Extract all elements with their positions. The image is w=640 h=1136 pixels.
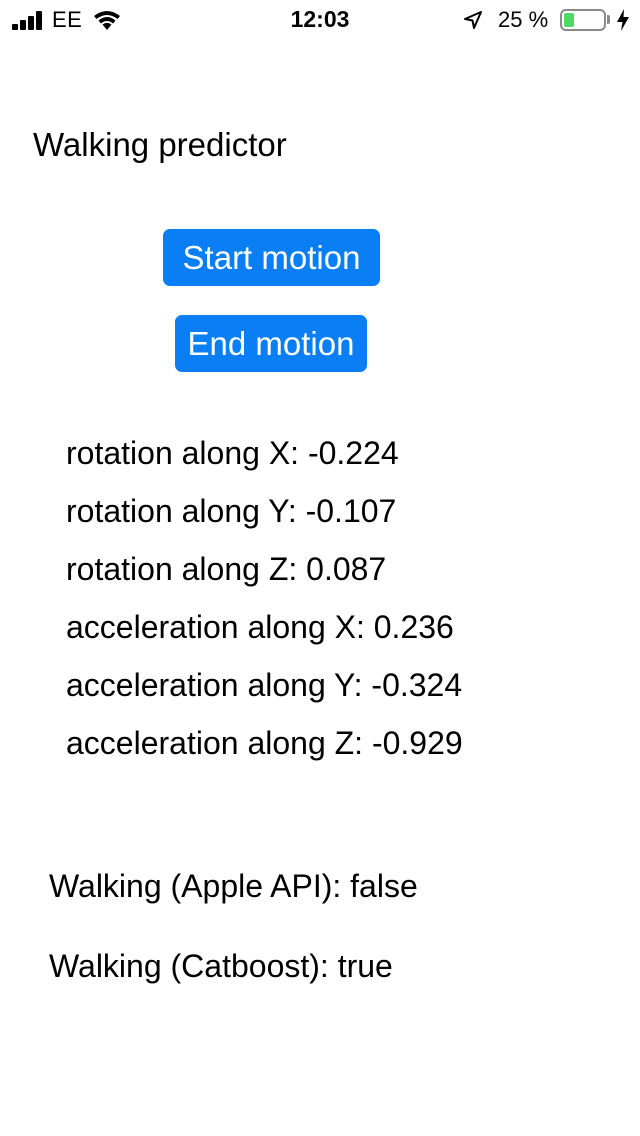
battery-level-fill xyxy=(564,13,574,27)
carrier-label: EE xyxy=(52,7,83,32)
status-bar: EE 12:03 25 % xyxy=(0,0,640,40)
signal-icon xyxy=(12,10,46,30)
start-motion-button[interactable]: Start motion xyxy=(163,229,380,286)
battery-cap xyxy=(607,15,610,24)
rotation-x-reading: rotation along X: -0.224 xyxy=(66,435,399,471)
location-icon xyxy=(464,11,482,29)
acceleration-y-reading: acceleration along Y: -0.324 xyxy=(66,667,463,703)
acceleration-x-reading: acceleration along X: 0.236 xyxy=(66,609,454,645)
battery-icon xyxy=(560,9,606,31)
rotation-y-reading: rotation along Y: -0.107 xyxy=(66,493,397,529)
app-title: Walking predictor xyxy=(33,126,287,163)
battery-percent: 25 % xyxy=(498,7,549,32)
end-motion-button[interactable]: End motion xyxy=(175,315,367,372)
wifi-icon xyxy=(94,11,120,30)
walking-catboost-status: Walking (Catboost): true xyxy=(49,948,393,984)
walking-apple-api-status: Walking (Apple API): false xyxy=(49,868,418,904)
sensor-readings-list: rotation along X: -0.224 rotation along … xyxy=(66,432,463,780)
acceleration-z-reading: acceleration along Z: -0.929 xyxy=(66,725,463,761)
charging-icon xyxy=(617,9,629,31)
rotation-z-reading: rotation along Z: 0.087 xyxy=(66,551,387,587)
status-time: 12:03 xyxy=(290,6,350,32)
